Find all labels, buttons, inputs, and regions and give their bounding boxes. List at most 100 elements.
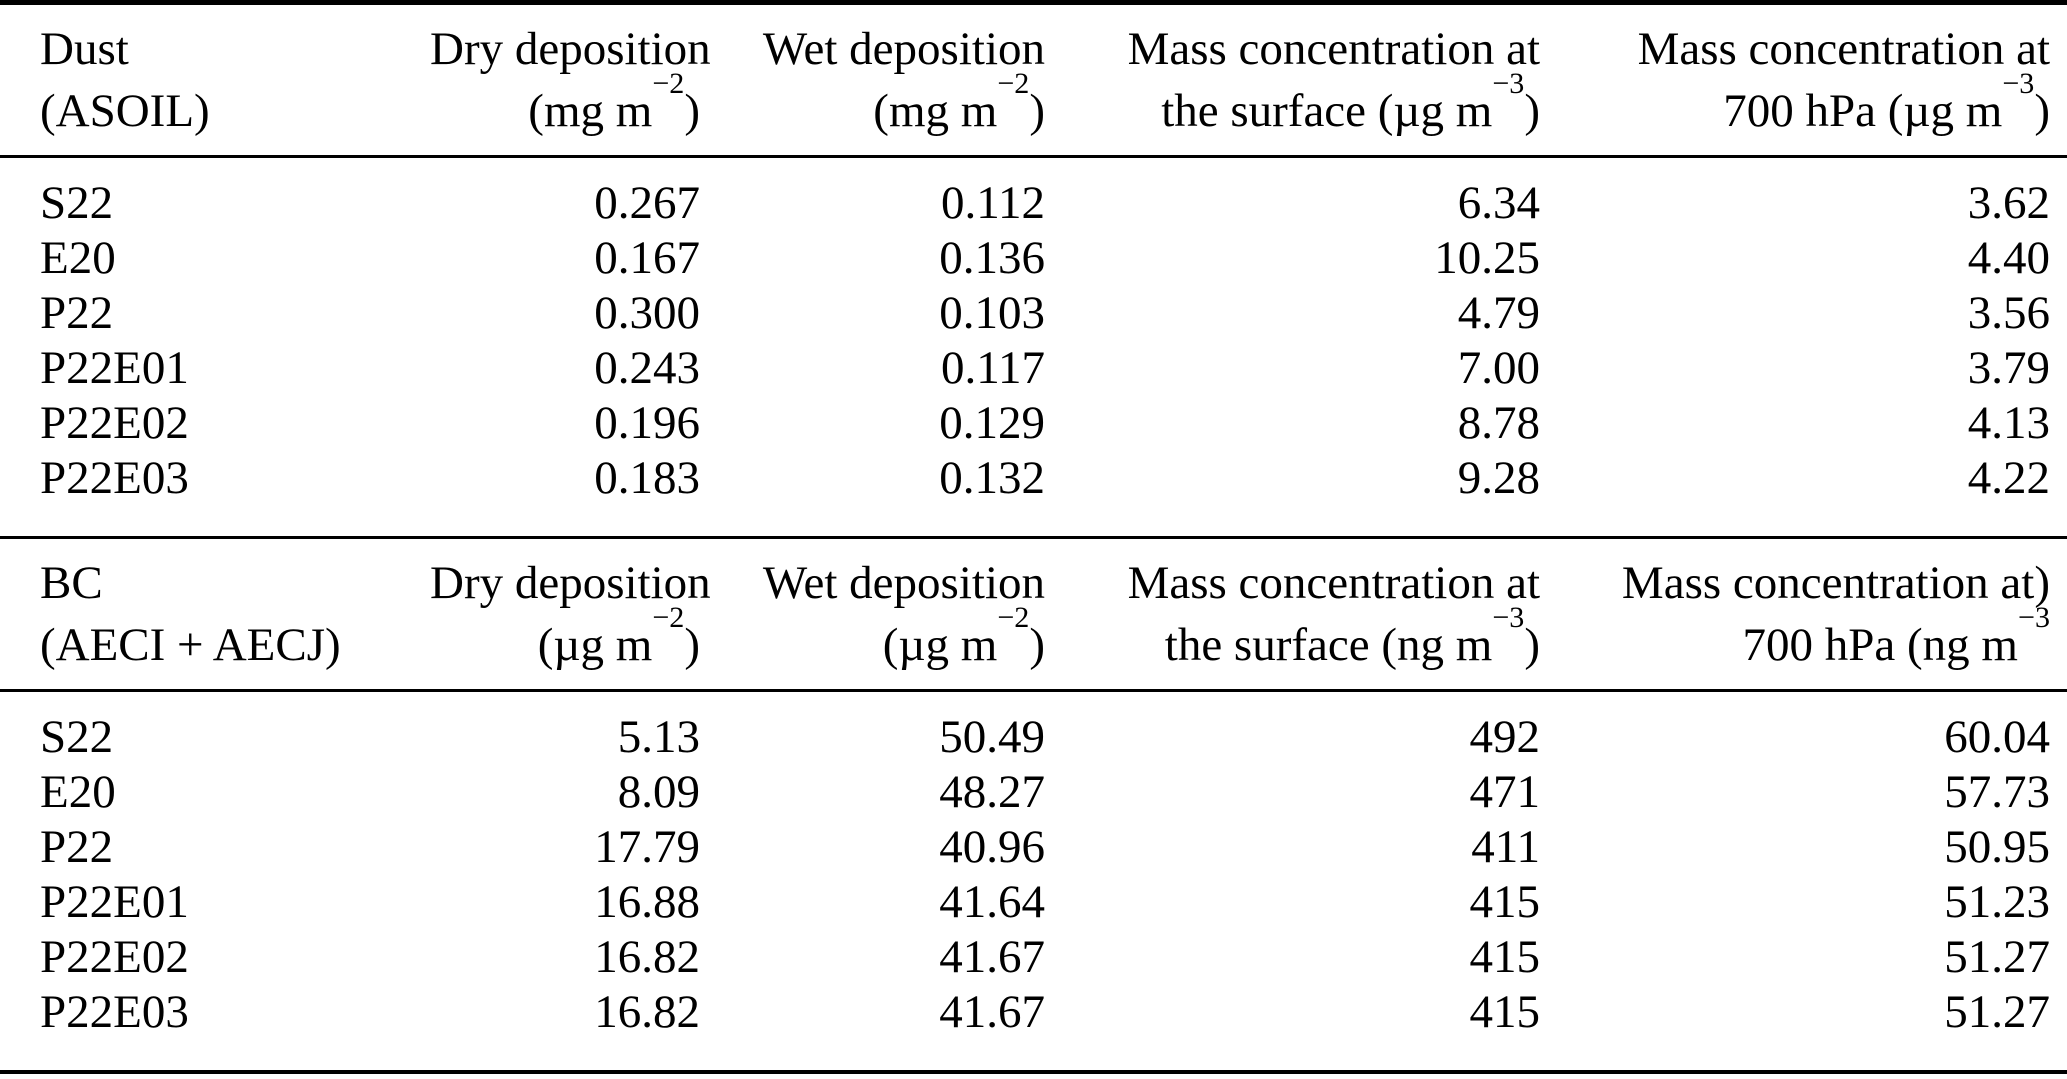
cell-value: 41.67 <box>939 931 1045 983</box>
cell-value: 50.95 <box>1944 821 2050 873</box>
cell-value: 4.79 <box>1457 287 1540 339</box>
dust-section-header: Dust (ASOIL) Dry deposition (mg m−2) Wet… <box>0 5 2067 155</box>
cell-value: 0.267 <box>594 177 700 229</box>
bc-header-row: BC (AECI + AECJ) Dry deposition (µg m−2)… <box>0 539 2067 689</box>
row-label: P22 <box>40 821 114 873</box>
cell-value: 0.183 <box>594 452 700 504</box>
table-rule-bottom <box>0 1070 2067 1074</box>
row-label: P22E03 <box>40 986 189 1038</box>
cell-value: 411 <box>1471 821 1540 873</box>
dust-data-table: S22 0.267 0.112 6.34 3.62 E20 0.167 0.13… <box>0 158 2067 536</box>
table-row: E20 8.09 48.27 471 57.73 <box>0 765 2067 820</box>
column-header-dry-deposition: Dry deposition (µg m−2) <box>430 557 711 671</box>
cell-value: 0.112 <box>940 177 1045 229</box>
cell-value: 16.82 <box>594 931 700 983</box>
superscript: −2 <box>997 599 1030 634</box>
superscript: −3 <box>2002 65 2035 100</box>
cell-value: 471 <box>1469 766 1541 818</box>
row-label: P22 <box>40 287 114 339</box>
cell-value: 57.73 <box>1944 766 2050 818</box>
cell-value: 0.129 <box>939 397 1045 449</box>
cell-value: 5.13 <box>617 711 700 763</box>
row-label: P22E01 <box>40 876 189 928</box>
table-row: P22E02 16.82 41.67 415 51.27 <box>0 930 2067 985</box>
row-label: E20 <box>40 766 116 818</box>
cell-value: 492 <box>1469 711 1541 763</box>
bc-section-header: BC (AECI + AECJ) Dry deposition (µg m−2)… <box>0 539 2067 689</box>
dust-section-label-line1: Dust <box>40 23 129 75</box>
cell-value: 0.103 <box>939 287 1045 339</box>
table-rule-under-bc-header <box>0 689 2067 692</box>
cell-value: 0.132 <box>939 452 1045 504</box>
column-header-wet-deposition: Wet deposition (µg m−2) <box>762 557 1045 671</box>
table-row: S22 5.13 50.49 492 60.04 <box>0 692 2067 765</box>
cell-value: 0.167 <box>594 232 700 284</box>
table-rule-top <box>0 0 2067 5</box>
superscript: −3 <box>1492 599 1525 634</box>
superscript: −3 <box>2017 599 2050 634</box>
table-rule-between-sections <box>0 536 2067 539</box>
superscript: −2 <box>652 65 685 100</box>
cell-value: 3.56 <box>1967 287 2050 339</box>
cell-value: 60.04 <box>1944 711 2050 763</box>
column-header-dry-deposition: Dry deposition (mg m−2) <box>430 23 711 137</box>
cell-value: 415 <box>1469 986 1541 1038</box>
cell-value: 9.28 <box>1457 452 1540 504</box>
cell-value: 0.243 <box>594 342 700 394</box>
cell-value: 415 <box>1469 931 1541 983</box>
cell-value: 6.34 <box>1457 177 1540 229</box>
dust-section-label-line2: (ASOIL) <box>40 85 210 137</box>
superscript: −3 <box>1492 65 1525 100</box>
table-row: P22 17.79 40.96 411 50.95 <box>0 820 2067 875</box>
cell-value: 41.67 <box>939 986 1045 1038</box>
row-label: E20 <box>40 232 116 284</box>
table-row: P22 0.300 0.103 4.79 3.56 <box>0 286 2067 341</box>
cell-value: 3.62 <box>1967 177 2050 229</box>
row-label: P22E03 <box>40 452 189 504</box>
cell-value: 51.23 <box>1944 876 2050 928</box>
bc-section-label-line1: BC <box>40 557 103 609</box>
cell-value: 50.49 <box>939 711 1045 763</box>
cell-value: 0.196 <box>594 397 700 449</box>
table-row: P22E01 0.243 0.117 7.00 3.79 <box>0 341 2067 396</box>
cell-value: 0.136 <box>939 232 1045 284</box>
cell-value: 40.96 <box>939 821 1045 873</box>
table-row: P22E03 0.183 0.132 9.28 4.22 <box>0 451 2067 536</box>
cell-value: 16.88 <box>594 876 700 928</box>
column-header-wet-deposition: Wet deposition (mg m−2) <box>762 23 1045 137</box>
cell-value: 415 <box>1469 876 1541 928</box>
cell-value: 17.79 <box>594 821 700 873</box>
row-label: S22 <box>40 711 114 763</box>
cell-value: 3.79 <box>1967 342 2050 394</box>
column-header-mass-700hpa: Mass concentration at) 700 hPa (ng m−3 <box>1621 557 2050 671</box>
cell-value: 8.78 <box>1457 397 1540 449</box>
bc-section-label: BC (AECI + AECJ) <box>0 539 430 689</box>
superscript: −2 <box>997 65 1030 100</box>
cell-value: 0.300 <box>594 287 700 339</box>
table-row: P22E03 16.82 41.67 415 51.27 <box>0 985 2067 1070</box>
cell-value: 10.25 <box>1434 232 1540 284</box>
cell-value: 51.27 <box>1944 931 2050 983</box>
cell-value: 48.27 <box>939 766 1045 818</box>
column-header-mass-surface: Mass concentration at the surface (ng m−… <box>1127 557 1540 671</box>
bc-data-table: S22 5.13 50.49 492 60.04 E20 8.09 48.27 … <box>0 692 2067 1070</box>
row-label: S22 <box>40 177 114 229</box>
table-row: P22E01 16.88 41.64 415 51.23 <box>0 875 2067 930</box>
column-header-mass-surface: Mass concentration at the surface (µg m−… <box>1127 23 1540 137</box>
dust-header-row: Dust (ASOIL) Dry deposition (mg m−2) Wet… <box>0 5 2067 155</box>
cell-value: 41.64 <box>939 876 1045 928</box>
cell-value: 4.40 <box>1967 232 2050 284</box>
row-label: P22E02 <box>40 931 189 983</box>
row-label: P22E01 <box>40 342 189 394</box>
cell-value: 7.00 <box>1457 342 1540 394</box>
cell-value: 4.13 <box>1967 397 2050 449</box>
cell-value: 0.117 <box>940 342 1045 394</box>
column-header-mass-700hpa: Mass concentration at 700 hPa (µg m−3) <box>1637 23 2050 137</box>
row-label: P22E02 <box>40 397 189 449</box>
superscript: −2 <box>652 599 685 634</box>
cell-value: 4.22 <box>1967 452 2050 504</box>
cell-value: 51.27 <box>1944 986 2050 1038</box>
table-row: E20 0.167 0.136 10.25 4.40 <box>0 231 2067 286</box>
dust-section-label: Dust (ASOIL) <box>0 5 430 155</box>
